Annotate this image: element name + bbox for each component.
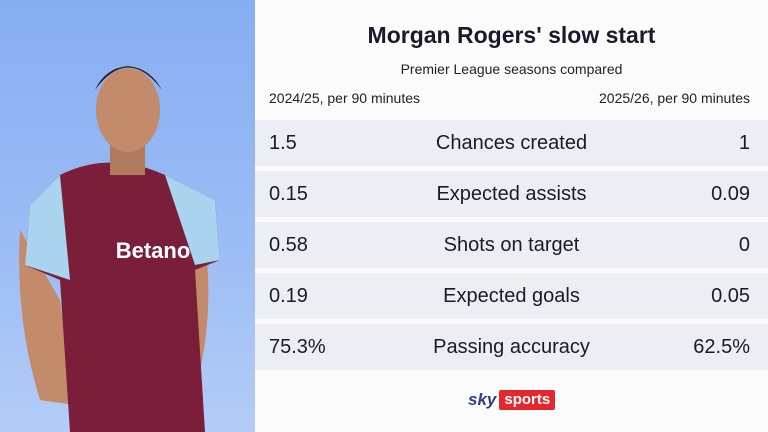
- row-label: Expected assists: [436, 183, 587, 205]
- table-row: 0.15 Expected assists 0.09: [255, 171, 768, 217]
- right-value: 62.5%: [693, 336, 750, 358]
- row-label: Passing accuracy: [433, 336, 590, 358]
- right-value: 0: [738, 234, 750, 256]
- left-value: 0.19: [269, 285, 308, 307]
- right-value: 0.05: [711, 285, 750, 307]
- row-label: Shots on target: [443, 234, 580, 256]
- logo-product: sports: [499, 390, 556, 410]
- left-value: 75.3%: [269, 336, 326, 358]
- logo-brand: sky: [468, 390, 497, 409]
- right-value: 0.09: [711, 183, 750, 205]
- column-header: 2024/25, per 90 minutes: [269, 90, 420, 106]
- table-row: 0.58 Shots on target 0: [255, 222, 768, 268]
- right-value: 1: [738, 132, 750, 154]
- row-label: Expected goals: [443, 285, 580, 307]
- left-value: 0.58: [269, 234, 308, 256]
- player-panel: Betano: [0, 0, 255, 432]
- left-value: 1.5: [269, 132, 297, 154]
- table-row: 1.5 Chances created 1: [255, 120, 768, 166]
- title: Morgan Rogers' slow start: [367, 22, 656, 48]
- player-illustration: Betano: [19, 66, 220, 432]
- column-header: 2025/26, per 90 minutes: [599, 90, 750, 106]
- table-row: 0.19 Expected goals 0.05: [255, 273, 768, 319]
- subtitle: Premier League seasons compared: [400, 61, 623, 77]
- stats-panel: Morgan Rogers' slow start Premier League…: [255, 0, 768, 432]
- row-label: Chances created: [435, 132, 588, 154]
- table-row: 75.3% Passing accuracy 62.5%: [255, 324, 768, 370]
- logo: sky sports: [468, 390, 556, 410]
- left-value: 0.15: [269, 183, 308, 205]
- sponsor-text: Betano: [116, 238, 191, 263]
